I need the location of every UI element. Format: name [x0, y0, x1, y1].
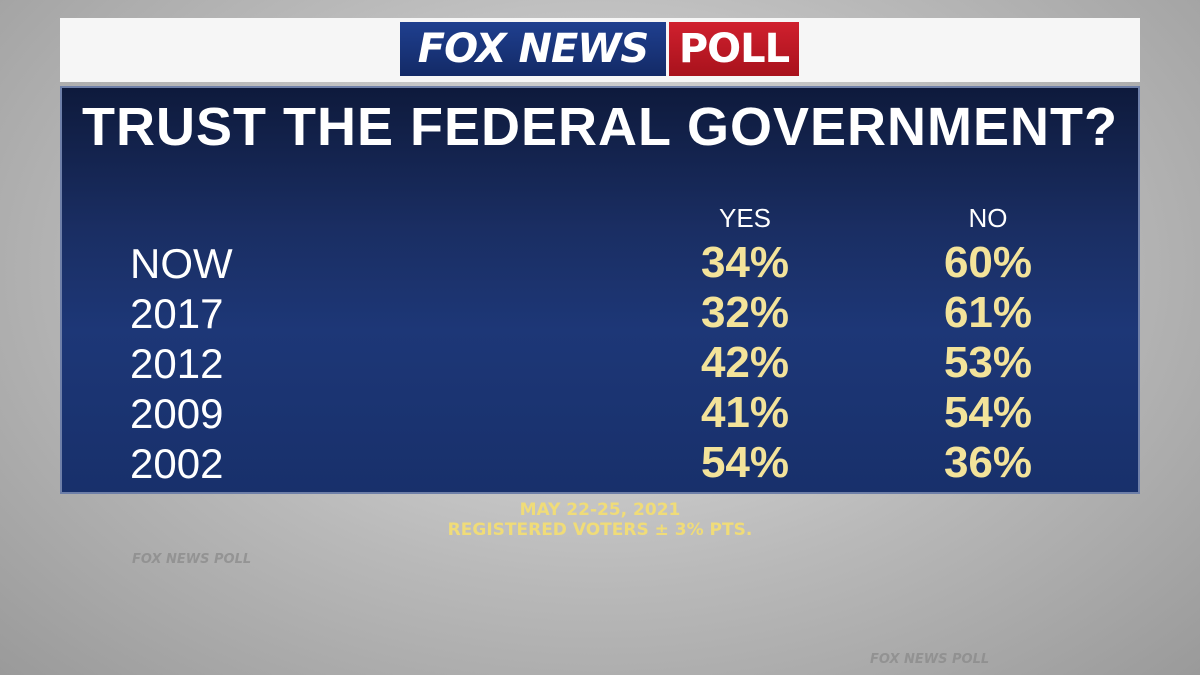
panel	[62, 88, 1138, 492]
row-label: 2009	[130, 390, 224, 437]
row-label: NOW	[130, 240, 233, 287]
column-header: NO	[968, 203, 1008, 233]
logo-left: FOX NEWS	[400, 22, 666, 76]
cell-value: 32%	[700, 288, 790, 337]
cell-value: 53%	[943, 338, 1033, 387]
row-label: 2002	[130, 440, 224, 487]
cell-value: 41%	[700, 388, 790, 437]
footer-note: REGISTERED VOTERS ± 3% PTS.	[447, 520, 753, 540]
cell-value: 34%	[700, 238, 790, 287]
cell-value: 42%	[700, 338, 790, 387]
watermark: FOX NEWS POLL	[870, 652, 990, 667]
cell-value: 54%	[700, 438, 790, 487]
watermark: FOX NEWS POLL	[132, 552, 252, 567]
row-label: 2017	[130, 290, 224, 337]
logo-right: POLL	[669, 22, 799, 76]
cell-value: 60%	[943, 238, 1033, 287]
title: TRUST THE FEDERAL GOVERNMENT?	[81, 97, 1118, 157]
column-header: YES	[718, 203, 772, 233]
cell-value: 36%	[943, 438, 1033, 487]
row-label: 2012	[130, 340, 224, 387]
cell-value: 61%	[943, 288, 1033, 337]
footer-dates: MAY 22-25, 2021	[519, 500, 681, 520]
cell-value: 54%	[943, 388, 1033, 437]
